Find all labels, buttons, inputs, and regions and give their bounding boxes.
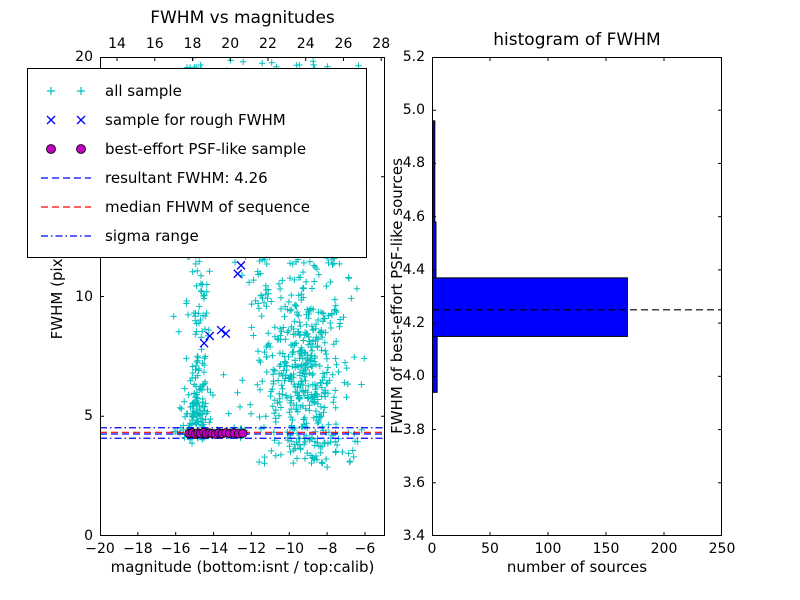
scatter-y-tick-label: 0 (84, 528, 93, 544)
histogram-x-tick-label: 250 (708, 541, 736, 557)
histogram-x-tick-label: 200 (650, 541, 678, 557)
histogram-y-tick-label: 3.4 (402, 528, 425, 544)
scatter-y-tick-label: 10 (75, 288, 93, 305)
psf-sample-points (184, 427, 248, 439)
scatter-x-tick-label: −18 (123, 541, 153, 557)
scatter-x-tick-label: −20 (85, 541, 115, 557)
histogram-x-tick-label: 0 (427, 541, 437, 557)
legend-item-label: best-effort PSF-like sample (105, 139, 307, 158)
scatter-top-x-tick-label: 24 (296, 36, 315, 52)
histogram-title: histogram of FWHM (493, 30, 661, 50)
histogram-x-tick-label: 150 (592, 541, 620, 557)
legend-item-label: median FHWM of sequence (105, 197, 310, 216)
histogram-y-tick-label: 3.8 (402, 421, 425, 438)
scatter-spines (100, 57, 385, 536)
scatter-top-x-tick-label: 16 (145, 36, 164, 52)
scatter-top-x-tick-label: 28 (372, 36, 391, 52)
scatter-ylabel: FWHM (pix) (48, 252, 66, 340)
legend-item: sample for rough FWHM (37, 105, 360, 134)
legend-item-label: all sample (105, 81, 182, 100)
scatter-plot-area (100, 57, 385, 536)
histogram-y-tick-label: 5.2 (402, 49, 425, 65)
histogram-y-tick-label: 4.2 (402, 315, 425, 332)
histogram-y-tick-label: 4.0 (402, 368, 425, 385)
legend-key-line-dashed-icon (41, 205, 91, 208)
scatter-y-tick-label: 20 (75, 49, 93, 65)
rough-fwhm-points (199, 260, 246, 348)
scatter-x-tick-label: −10 (274, 541, 305, 557)
legend-key-line-dashdot-icon (41, 234, 91, 237)
legend-item: resultant FWHM: 4.26 (37, 163, 360, 192)
legend-key-line-dashed-icon (41, 176, 91, 179)
legend: all sample sample for rough FWHM best-effo… (27, 68, 367, 258)
legend-key-marker-circle-icon (46, 143, 86, 154)
scatter-top-x-tick-label: 26 (334, 36, 353, 52)
histogram-y-tick-label: 4.6 (402, 208, 425, 225)
histogram-ylabel: FWHM of best-effort PSF-like sources (388, 158, 406, 434)
histogram-bar (432, 335, 438, 393)
histogram-y-tick-label: 4.8 (402, 155, 425, 172)
scatter-top-x-tick-label: 18 (183, 36, 202, 52)
scatter-canvas (100, 57, 385, 536)
scatter-top-x-tick-label: 14 (108, 36, 126, 52)
legend-item-label: sample for rough FWHM (105, 110, 286, 129)
legend-item-label: resultant FWHM: 4.26 (105, 168, 268, 187)
scatter-top-x-tick-label: 22 (259, 36, 277, 52)
histogram-bar (432, 277, 628, 337)
scatter-title: FWHM vs magnitudes (150, 8, 335, 28)
legend-item: best-effort PSF-like sample (37, 134, 360, 163)
scatter-x-tick-label: −6 (354, 541, 376, 557)
legend-item: sigma range (37, 221, 360, 250)
histogram-xlabel: number of sources (506, 558, 648, 576)
legend-key-marker-plus-icon (47, 86, 85, 95)
scatter-x-tick-label: −8 (316, 541, 338, 557)
histogram-canvas (432, 57, 722, 536)
histogram-x-tick-label: 50 (481, 541, 499, 557)
legend-item-label: sigma range (105, 226, 199, 245)
histogram-x-tick-label: 100 (534, 541, 562, 557)
scatter-y-tick-label: 5 (84, 408, 93, 425)
scatter-x-tick-label: −14 (198, 541, 229, 557)
histogram-y-tick-label: 4.4 (402, 261, 425, 278)
scatter-top-x-tick-label: 20 (221, 36, 240, 52)
scatter-x-tick-label: −12 (236, 541, 267, 557)
histogram-y-tick-label: 3.6 (402, 474, 425, 491)
histogram-plot-area (432, 57, 722, 536)
scatter-x-tick-label: −16 (160, 541, 191, 557)
scatter-xlabel: magnitude (bottom:isnt / top:calib) (110, 558, 375, 576)
legend-item: median FHWM of sequence (37, 192, 360, 221)
legend-key-marker-x-icon (46, 115, 86, 124)
legend-item: all sample (37, 76, 360, 105)
histogram-y-tick-label: 5.0 (402, 102, 425, 119)
histogram-spines (432, 57, 722, 536)
